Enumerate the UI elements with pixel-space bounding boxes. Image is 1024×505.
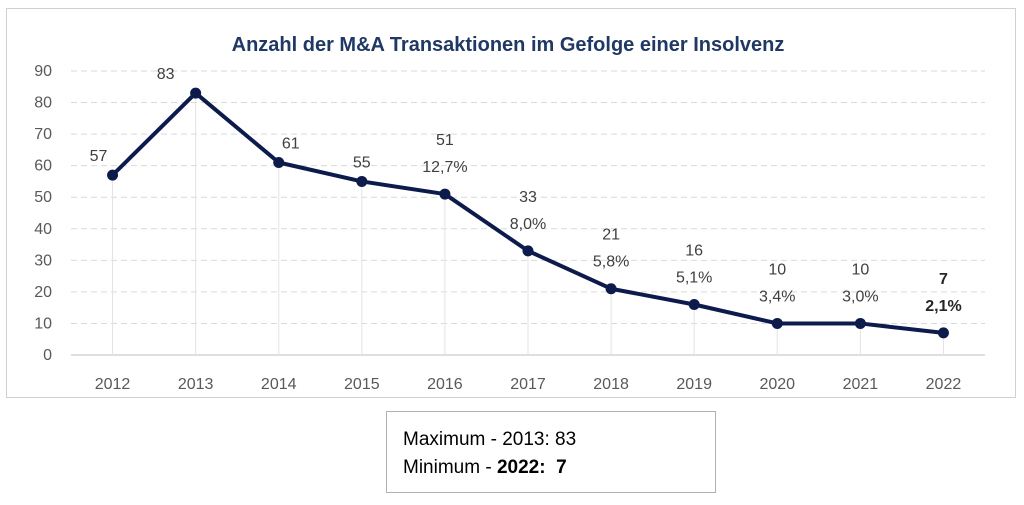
data-label-percent: 3,0% [842,288,878,305]
maximum-line: Maximum - 2013: 83 [403,426,715,454]
gridlines [71,70,985,356]
data-label-percent: 12,7% [422,159,467,176]
x-tick-label: 2017 [510,376,546,393]
x-tick-label: 2012 [95,376,131,393]
data-label-percent: 2,1% [925,298,961,315]
x-tick-label: 2016 [427,376,463,393]
minimum-year: 2022: [496,457,546,478]
x-tick-label: 2022 [926,376,962,393]
y-axis-ticks: 0 10 20 30 40 50 60 70 80 90 [34,63,52,364]
x-axis-ticks: 2012 2013 2014 2015 2016 2017 2018 2019 2020 2021… [95,376,962,393]
data-point [439,188,451,200]
x-tick-label: 2019 [676,376,712,393]
line-chart: Anzahl der M&A Transaktionen im Gefolge … [34,34,985,393]
data-label-value: 33 [519,189,537,206]
summary-box: Maximum - 2013: 83 Minimum - 2022: 7 [386,411,716,493]
data-label-percent: 3,4% [759,288,795,305]
minimum-prefix: Minimum - [403,457,497,478]
data-point [771,317,783,329]
y-tick-label: 40 [34,221,52,238]
maximum-text: Maximum - 2013: 83 [403,429,577,450]
y-tick-label: 0 [43,347,52,364]
data-point [688,299,700,311]
x-tick-label: 2013 [178,376,214,393]
y-tick-label: 50 [34,189,52,206]
data-point [190,87,202,99]
data-label-percent: 8,0% [510,216,546,233]
y-tick-label: 30 [34,252,52,269]
chart-frame: Anzahl der M&A Transaktionen im Gefolge … [6,8,1016,398]
data-label-value: 7 [939,271,948,288]
data-label-value: 10 [851,261,869,278]
data-point [356,175,368,187]
y-tick-label: 60 [34,158,52,175]
data-label-value: 10 [768,261,786,278]
minimum-value: 7 [556,457,567,478]
data-label-value: 55 [353,154,371,171]
data-point [522,245,534,257]
data-label-value: 83 [157,66,175,83]
x-tick-label: 2015 [344,376,380,393]
data-label-value: 57 [90,148,108,165]
y-tick-label: 90 [34,63,52,80]
y-tick-label: 10 [34,315,52,332]
data-point [273,157,285,169]
data-label-percent: 5,1% [676,270,712,287]
x-tick-label: 2021 [843,376,879,393]
y-tick-label: 20 [34,284,52,301]
minimum-line: Minimum - 2022: 7 [403,454,715,482]
x-tick-label: 2018 [593,376,629,393]
data-point [937,327,949,339]
drop-lines [112,93,944,355]
data-label-value: 16 [685,243,703,260]
y-tick-label: 80 [34,95,52,112]
y-tick-label: 70 [34,126,52,143]
data-points [107,87,949,339]
data-label-value: 61 [282,136,300,153]
data-point [107,169,119,181]
data-label-value: 21 [602,227,620,244]
data-label-value: 51 [436,132,454,149]
x-tick-label: 2020 [759,376,795,393]
chart-title: Anzahl der M&A Transaktionen im Gefolge … [232,34,785,56]
x-tick-label: 2014 [261,376,297,393]
data-point [605,283,617,295]
data-labels: 57 83 61 55 51 12,7% 33 8,0% 21 5,8% 16 5,1% 10 3,4% 1… [90,66,962,315]
data-label-percent: 5,8% [593,254,629,271]
data-point [854,317,866,329]
